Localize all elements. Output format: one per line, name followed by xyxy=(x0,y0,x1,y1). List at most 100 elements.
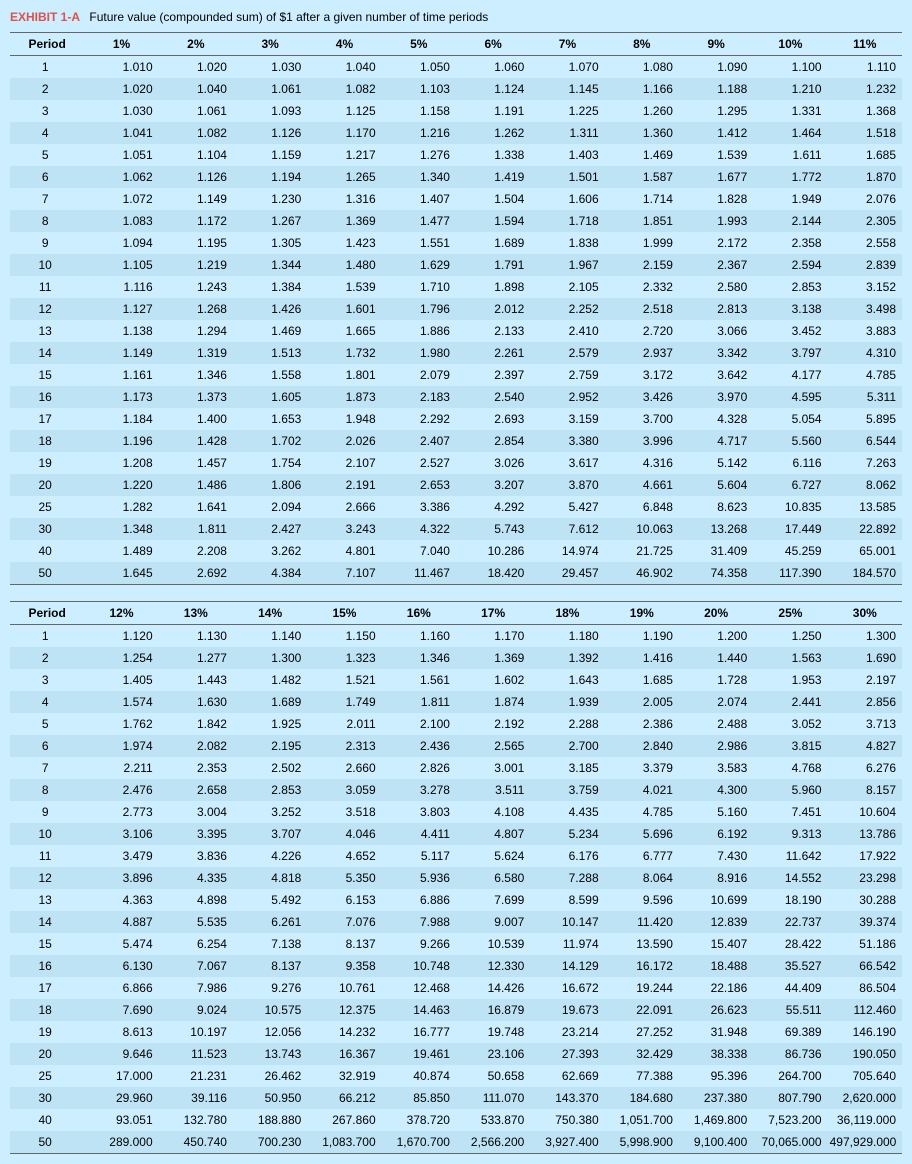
table-row: 103.1063.3953.7074.0464.4114.8075.2345.6… xyxy=(10,823,902,845)
table-cell: 1.762 xyxy=(84,713,158,735)
table-row: 3029.96039.11650.95066.21285.850111.0701… xyxy=(10,1087,902,1109)
table-cell: 4.411 xyxy=(382,823,456,845)
table-cell: 5.427 xyxy=(530,496,604,518)
table-cell: 31.409 xyxy=(679,540,753,562)
table-cell: 1.219 xyxy=(159,254,233,276)
table-cell: 1.082 xyxy=(159,122,233,144)
table-cell: 2.313 xyxy=(307,735,381,757)
table-cell: 2.208 xyxy=(159,540,233,562)
table-cell: 1.561 xyxy=(382,669,456,691)
table-cell: 1.948 xyxy=(307,408,381,430)
table-cell: 2.839 xyxy=(828,254,902,276)
table-cell: 2.011 xyxy=(307,713,381,735)
table-cell: 1.685 xyxy=(828,144,902,166)
table-cell: 3.278 xyxy=(382,779,456,801)
table-cell: 77.388 xyxy=(605,1065,679,1087)
table-cell: 13.268 xyxy=(679,518,753,540)
table-cell: 1.939 xyxy=(530,691,604,713)
table-cell: 1.641 xyxy=(159,496,233,518)
table-cell: 9.646 xyxy=(84,1043,158,1065)
table-cell: 1.953 xyxy=(753,669,827,691)
table-cell: 1.801 xyxy=(307,364,381,386)
table-cell: 3.066 xyxy=(679,320,753,342)
col-header: 5% xyxy=(382,33,456,56)
table-cell: 1.368 xyxy=(828,100,902,122)
table-cell: 32.429 xyxy=(605,1043,679,1065)
table-cell: 1.331 xyxy=(753,100,827,122)
table-cell: 1.558 xyxy=(233,364,307,386)
table-cell: 1.728 xyxy=(679,669,753,691)
table-cell: 2.692 xyxy=(159,562,233,584)
table-cell: 13.786 xyxy=(828,823,902,845)
table-cell: 9.313 xyxy=(753,823,827,845)
table-cell: 1.489 xyxy=(84,540,158,562)
table-cell: 1.127 xyxy=(84,298,158,320)
table-row: 21.2541.2771.3001.3231.3461.3691.3921.41… xyxy=(10,647,902,669)
table-cell: 2.133 xyxy=(456,320,530,342)
table-cell: 3.759 xyxy=(530,779,604,801)
table-cell: 1.216 xyxy=(382,122,456,144)
table-cell: 4.021 xyxy=(605,779,679,801)
table-cell: 3.700 xyxy=(605,408,679,430)
table-cell: 3.243 xyxy=(307,518,381,540)
table-cell: 1.319 xyxy=(159,342,233,364)
table-row: 21.0201.0401.0611.0821.1031.1241.1451.16… xyxy=(10,78,902,100)
col-header: 11% xyxy=(828,33,902,56)
table-cell: 4.046 xyxy=(307,823,381,845)
table-cell: 1.104 xyxy=(159,144,233,166)
table-cell: 12.839 xyxy=(679,911,753,933)
table-cell: 2.183 xyxy=(382,386,456,408)
table-cell: 1.316 xyxy=(307,188,381,210)
table-cell: 10 xyxy=(10,823,84,845)
table-cell: 1.828 xyxy=(679,188,753,210)
table-cell: 27.393 xyxy=(530,1043,604,1065)
table-cell: 4.316 xyxy=(605,452,679,474)
col-header: 16% xyxy=(382,602,456,625)
table-cell: 10.835 xyxy=(753,496,827,518)
table-cell: 19.244 xyxy=(605,977,679,999)
table-row: 92.7733.0043.2523.5183.8034.1084.4354.78… xyxy=(10,801,902,823)
table-cell: 1.346 xyxy=(382,647,456,669)
table-row: 31.4051.4431.4821.5211.5611.6021.6431.68… xyxy=(10,669,902,691)
table-cell: 3.001 xyxy=(456,757,530,779)
col-header: 14% xyxy=(233,602,307,625)
table-cell: 22.737 xyxy=(753,911,827,933)
table-cell: 2.986 xyxy=(679,735,753,757)
table-cell: 6.261 xyxy=(233,911,307,933)
table-cell: 1,051.700 xyxy=(605,1109,679,1131)
table-cell: 1.504 xyxy=(456,188,530,210)
table-cell: 1.689 xyxy=(233,691,307,713)
table-cell: 36,119.000 xyxy=(828,1109,902,1131)
table-cell: 45.259 xyxy=(753,540,827,562)
table-cell: 2.358 xyxy=(753,232,827,254)
table-cell: 1.886 xyxy=(382,320,456,342)
table-cell: 51.186 xyxy=(828,933,902,955)
col-header: 9% xyxy=(679,33,753,56)
table-cell: 1.412 xyxy=(679,122,753,144)
table-cell: 1.384 xyxy=(233,276,307,298)
table-cell: 4.661 xyxy=(605,474,679,496)
table-cell: 2.261 xyxy=(456,342,530,364)
table-cell: 19 xyxy=(10,452,84,474)
table-cell: 3.379 xyxy=(605,757,679,779)
table-cell: 1.262 xyxy=(456,122,530,144)
table-cell: 5.535 xyxy=(159,911,233,933)
table-cell: 3,927.400 xyxy=(530,1131,604,1153)
table-row: 50289.000450.740700.2301,083.7001,670.70… xyxy=(10,1131,902,1153)
table-cell: 2.332 xyxy=(605,276,679,298)
table-cell: 1.295 xyxy=(679,100,753,122)
table-cell: 2.100 xyxy=(382,713,456,735)
table-cell: 6.848 xyxy=(605,496,679,518)
table-cell: 2.476 xyxy=(84,779,158,801)
table-cell: 117.390 xyxy=(753,562,827,584)
table-cell: 1.125 xyxy=(307,100,381,122)
table-cell: 1 xyxy=(10,625,84,648)
table-cell: 289.000 xyxy=(84,1131,158,1153)
table-cell: 1.346 xyxy=(159,364,233,386)
table-cell: 26.623 xyxy=(679,999,753,1021)
table-cell: 1.457 xyxy=(159,452,233,474)
table-cell: 190.050 xyxy=(828,1043,902,1065)
table-cell: 1.772 xyxy=(753,166,827,188)
table-cell: 11.420 xyxy=(605,911,679,933)
table-cell: 1.110 xyxy=(828,56,902,79)
